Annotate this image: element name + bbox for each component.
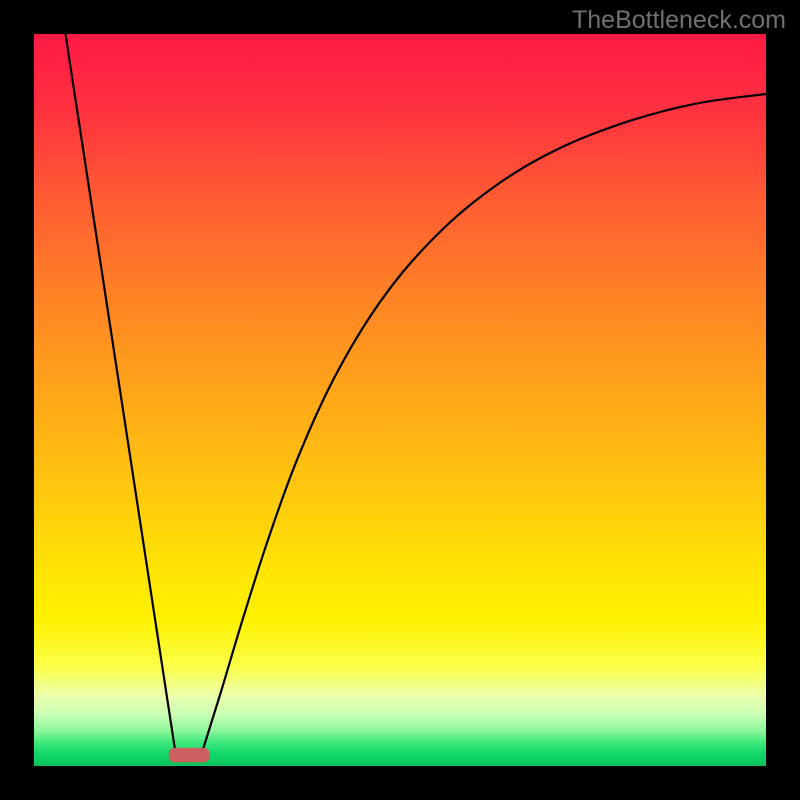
minimum-marker <box>169 748 210 763</box>
chart-viewport: TheBottleneck.com <box>0 0 800 800</box>
bottleneck-chart <box>0 0 800 800</box>
watermark-text: TheBottleneck.com <box>572 6 786 35</box>
plot-background <box>34 34 766 766</box>
